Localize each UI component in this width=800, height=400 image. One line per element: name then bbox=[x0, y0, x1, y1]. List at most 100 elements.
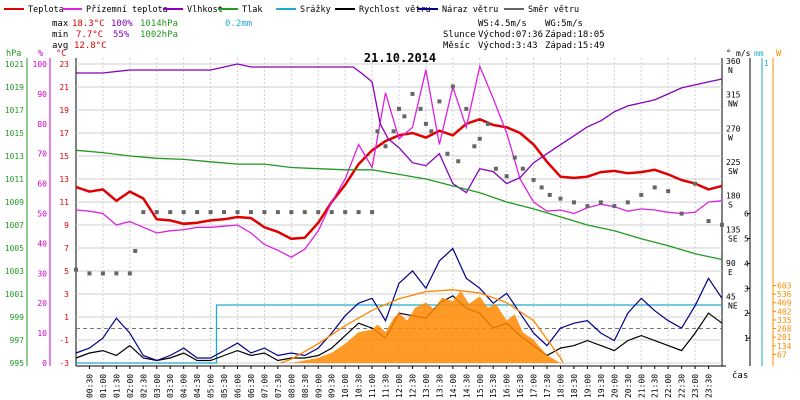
direction-compass-label: SE bbox=[728, 234, 738, 243]
info-block: WS:4.5m/s WG:5m/s Slunce Východ:07:36 Zá… bbox=[443, 19, 605, 51]
direction-point bbox=[720, 222, 724, 227]
direction-point bbox=[154, 210, 159, 215]
x-tick-label: 18:00 bbox=[557, 374, 566, 398]
legend-label: Přízemní teplota bbox=[86, 5, 168, 15]
direction-tick-label: 180 bbox=[726, 192, 741, 201]
temperature-tick-label: 3 bbox=[64, 290, 69, 299]
direction-point bbox=[531, 177, 536, 182]
sun-rise: Východ:07:36 bbox=[478, 30, 543, 40]
direction-compass-label: W bbox=[728, 133, 733, 142]
direction-compass-label: S bbox=[728, 201, 733, 210]
direction-point bbox=[456, 159, 461, 164]
radiation-tick-label: 134 bbox=[777, 342, 792, 351]
radiation-tick-label: 603 bbox=[777, 282, 792, 291]
series-sm-r-v-tru bbox=[74, 84, 724, 276]
legend-label: Tlak bbox=[242, 5, 262, 15]
humidity-tick-label: 20 bbox=[37, 299, 47, 308]
temperature-unit: °C bbox=[56, 49, 66, 59]
stat-max-rain: 0.2mm bbox=[225, 19, 252, 29]
direction-point bbox=[402, 114, 407, 119]
direction-point bbox=[652, 185, 657, 190]
humidity-tick-label: 60 bbox=[37, 180, 47, 189]
direction-point bbox=[133, 249, 138, 253]
direction-point bbox=[329, 210, 334, 215]
x-tick-label: 06:00 bbox=[234, 374, 243, 398]
pressure-tick-label: 1001 bbox=[5, 290, 24, 299]
direction-point bbox=[450, 84, 455, 89]
direction-point bbox=[437, 99, 442, 104]
wind-tick-label: 2 bbox=[744, 309, 749, 318]
direction-compass-label: E bbox=[728, 268, 733, 277]
stat-min-hum: 55% bbox=[113, 30, 130, 40]
direction-point bbox=[275, 210, 280, 215]
legend-label: Rychlost větru bbox=[359, 5, 431, 15]
radiation-tick-label: 201 bbox=[777, 333, 792, 342]
x-tick-label: 17:30 bbox=[543, 374, 552, 398]
wind-tick-label: 3 bbox=[744, 284, 749, 293]
direction-point bbox=[383, 144, 388, 149]
temperature-tick-label: 1 bbox=[64, 313, 69, 322]
direction-point bbox=[235, 210, 240, 215]
x-tick-label: 06:30 bbox=[247, 374, 256, 398]
humidity-tick-label: 0 bbox=[42, 359, 47, 368]
stat-max-hum: 100% bbox=[111, 19, 133, 29]
legend-item: Náraz větru bbox=[418, 5, 498, 15]
wind-speed-info: WS:4.5m/s bbox=[478, 19, 527, 29]
direction-point bbox=[248, 210, 253, 215]
direction-point bbox=[114, 271, 119, 276]
direction-point bbox=[539, 185, 544, 190]
x-tick-label: 11:00 bbox=[368, 374, 377, 398]
radiation-tick-label: 536 bbox=[777, 290, 792, 299]
direction-point bbox=[464, 106, 469, 111]
pressure-tick-label: 999 bbox=[10, 313, 25, 322]
direction-point bbox=[547, 192, 552, 197]
axes: hPa% °C ° m/s mm W102110191017101510131011100… bbox=[5, 49, 792, 398]
direction-point bbox=[262, 210, 267, 215]
direction-point bbox=[74, 267, 78, 272]
humidity-tick-label: 100 bbox=[33, 60, 48, 69]
x-tick-label: 07:30 bbox=[274, 374, 283, 398]
direction-point bbox=[316, 210, 321, 215]
direction-point bbox=[666, 189, 671, 194]
direction-point bbox=[397, 106, 401, 111]
radiation-unit: W bbox=[776, 49, 782, 59]
direction-point bbox=[598, 200, 603, 205]
x-tick-label: 16:00 bbox=[503, 374, 512, 398]
legend-item: Teplota bbox=[4, 5, 64, 15]
x-tick-label: 16:30 bbox=[516, 374, 525, 398]
x-axis-label: čas bbox=[732, 370, 748, 381]
legend-item: Přízemní teplota bbox=[62, 5, 168, 15]
direction-point bbox=[571, 200, 576, 205]
x-tick-label: 14:30 bbox=[462, 374, 471, 398]
legend-label: Vlhkost bbox=[187, 5, 223, 15]
direction-tick-label: 360 bbox=[726, 57, 741, 66]
temperature-tick-label: 7 bbox=[64, 244, 69, 253]
x-tick-label: 12:30 bbox=[408, 374, 417, 398]
x-tick-label: 23:30 bbox=[705, 374, 714, 398]
stat-avg-label: avg bbox=[52, 41, 68, 51]
wind-tick-label: 6 bbox=[744, 210, 749, 219]
pressure-tick-label: 995 bbox=[10, 359, 25, 368]
direction-point bbox=[504, 174, 509, 179]
x-tick-label: 03:00 bbox=[153, 374, 162, 398]
x-tick-label: 18:30 bbox=[570, 374, 579, 398]
direction-point bbox=[356, 210, 361, 215]
x-tick-label: 12:00 bbox=[395, 374, 404, 398]
stat-avg-temp: 12.8°C bbox=[74, 41, 107, 51]
temperature-tick-label: 11 bbox=[59, 198, 69, 207]
stat-max-press: 1014hPa bbox=[140, 19, 178, 29]
direction-point bbox=[391, 129, 396, 134]
stat-min-temp: 7.7°C bbox=[76, 30, 103, 40]
direction-tick-label: 45 bbox=[726, 293, 736, 302]
wind-tick-label: 4 bbox=[744, 259, 749, 268]
pressure-tick-label: 1015 bbox=[5, 129, 24, 138]
direction-point bbox=[612, 204, 617, 209]
x-tick-label: 19:30 bbox=[597, 374, 606, 398]
x-tick-label: 09:30 bbox=[328, 374, 337, 398]
x-tick-label: 08:30 bbox=[301, 374, 310, 398]
wind-unit: m/s bbox=[736, 49, 751, 58]
pressure-tick-label: 1009 bbox=[5, 198, 24, 207]
legend: Teplota Přízemní teplota Vlhkost Tlak Srážky… bbox=[4, 5, 579, 15]
series-tlak bbox=[75, 149, 723, 261]
legend-item: Rychlost větru bbox=[335, 5, 431, 15]
